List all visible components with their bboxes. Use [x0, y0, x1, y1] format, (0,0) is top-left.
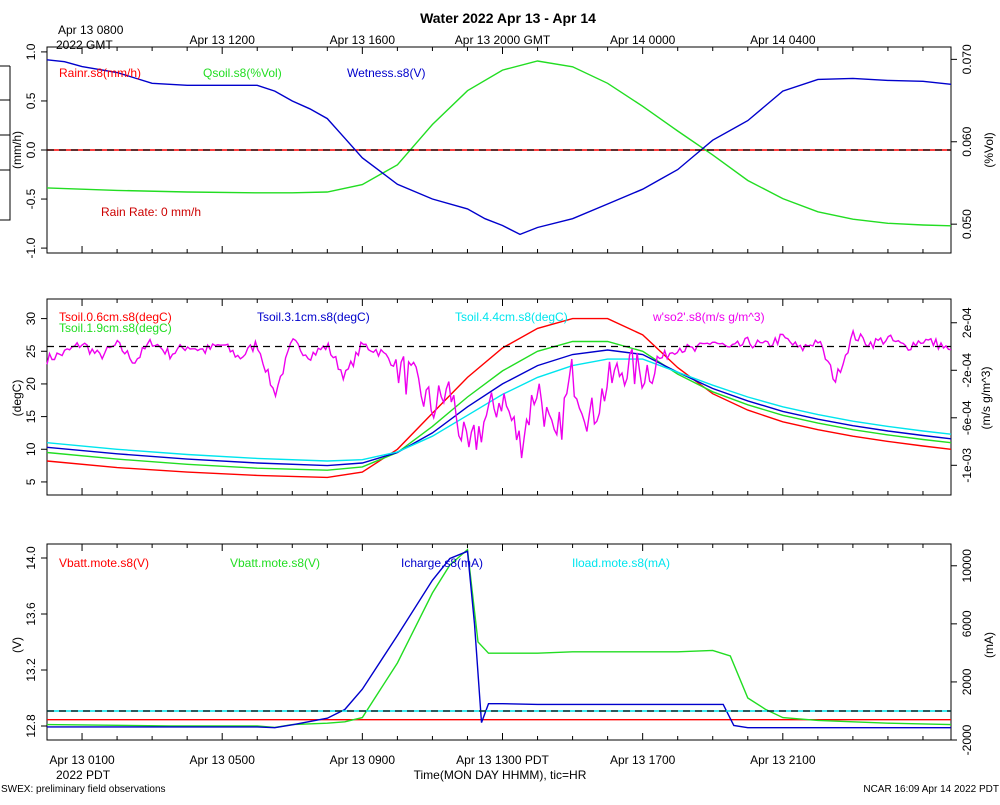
top-axis-tick-label: Apr 14 0400: [750, 33, 816, 47]
y-left-tick-label: -0.5: [24, 188, 38, 209]
bottom-axis-tick-label: Apr 13 0900: [330, 753, 396, 767]
legend-rainr: Rainr.s8(mm/h): [59, 66, 141, 80]
legend-tsoil-4-4: Tsoil.4.4cm.s8(degC): [455, 310, 568, 324]
top-axis-start-line2: 2022 GMT: [56, 38, 113, 52]
y-left-tick-label: -1.0: [24, 237, 38, 258]
panel-soil-temp-ylabel-right: (m/s g/m^3): [979, 367, 993, 430]
y-left-tick-label: 15: [24, 410, 38, 424]
y-right-tick-label: 2e-04: [960, 307, 974, 338]
panel-battery-ticks: 12.8 13.2 13.6 14.0 -2000 2000 6000 10000: [24, 544, 974, 755]
top-axis-tick-label: Apr 13 2000 GMT: [455, 33, 551, 47]
panel-battery-ylabel-right: (mA): [982, 632, 996, 658]
chart-title: Water 2022 Apr 13 - Apr 14: [420, 10, 596, 26]
y-left-tick-label: 1.0: [24, 43, 38, 60]
bottom-axis-tick-label: Apr 13 0500: [189, 753, 255, 767]
panel-battery-series: [46, 548, 952, 729]
bottom-axis-ticks: Apr 13 0100 Apr 13 0500 Apr 13 0900 Apr 13 …: [49, 753, 815, 767]
legend-wetness: Wetness.s8(V): [347, 66, 425, 80]
panel-soil-temp-frame: [46, 298, 952, 496]
legend-qsoil: Qsoil.s8(%Vol): [203, 66, 282, 80]
series-line: [46, 60, 952, 227]
legend-wso2: w'so2'.s8(m/s g/m^3): [652, 310, 765, 324]
series-line: [46, 340, 952, 471]
y-right-tick-label: 10000: [960, 549, 974, 583]
top-axis-tick-label: Apr 13 1600: [330, 33, 396, 47]
panel-water-ylabel-left: (mm/h): [10, 131, 24, 169]
top-axis-tick-label: Apr 14 0000: [610, 33, 676, 47]
panel-water-ticks: -1.0 -0.5 0.0 0.5 1.0 0.050 0.060 0.070: [24, 43, 974, 258]
y-left-tick-label: 13.2: [24, 658, 38, 682]
y-right-tick-label: -2000: [960, 724, 974, 755]
y-right-tick-label: 2000: [960, 668, 974, 695]
series-line: [47, 550, 951, 729]
panel-water-ylabel-right: (%Vol): [982, 132, 996, 167]
y-left-tick-label: 25: [24, 344, 38, 358]
series-line: [46, 317, 952, 479]
footer-left: SWEX: preliminary field observations: [1, 784, 166, 795]
legend-vbatt-red: Vbatt.mote.s8(V): [59, 556, 149, 570]
top-axis-start-line1: Apr 13 0800: [58, 23, 124, 37]
top-axis-ticks: Apr 13 1200 Apr 13 1600 Apr 13 2000 GMT Apr…: [189, 33, 815, 47]
y-right-tick-label: 0.060: [960, 126, 974, 156]
legend-tsoil-0-6: Tsoil.0.6cm.s8(degC): [59, 310, 172, 324]
top-axis-tick-label: Apr 13 1200: [189, 33, 255, 47]
rain-rate-annotation: Rain Rate: 0 mm/h: [101, 205, 201, 219]
y-right-tick-label: 0.050: [960, 209, 974, 239]
y-left-tick-label: 5: [24, 478, 38, 485]
y-right-tick-label: 0.070: [960, 44, 974, 74]
panel-battery-frame: [46, 543, 952, 741]
series-line: [46, 548, 952, 729]
y-left-tick-label: 10: [24, 442, 38, 456]
series-line: [46, 59, 952, 236]
legend-iload: Iload.mote.s8(mA): [572, 556, 670, 570]
y-right-tick-label: -1e-03: [960, 448, 974, 483]
legend-tsoil-3-1: Tsoil.3.1cm.s8(degC): [257, 310, 370, 324]
bottom-axis-label: Time(MON DAY HHMM), tic=HR: [414, 768, 587, 782]
y-left-tick-label: 0.5: [24, 92, 38, 109]
y-left-tick-label: 14.0: [24, 546, 38, 570]
panel-soil-temp-series: [46, 317, 952, 479]
y-left-tick-label: 30: [24, 312, 38, 326]
bottom-axis-tick-label: Apr 13 2100: [750, 753, 816, 767]
panel-soil-temp-ticks: 5 10 15 20 25 30 -1e-03 -6e-04 -2e-04 2e-04: [24, 299, 974, 495]
bottom-axis-start-line2: 2022 PDT: [56, 768, 111, 782]
legend-vbatt-green: Vbatt.mote.s8(V): [230, 556, 320, 570]
panel-battery-ylabel-left: (V): [10, 637, 24, 653]
footer-right: NCAR 16:09 Apr 14 2022 PDT: [863, 784, 999, 795]
y-left-tick-label: 20: [24, 377, 38, 391]
series-line: [46, 328, 952, 459]
panel-soil-temp-ylabel-left: (degC): [10, 380, 24, 417]
y-left-tick-label: 12.8: [24, 714, 38, 738]
left-bracket-decoration: [0, 65, 11, 221]
series-line: [46, 349, 952, 467]
y-right-tick-label: -2e-04: [960, 353, 974, 388]
bottom-axis-tick-label: Apr 13 1300 PDT: [456, 753, 549, 767]
legend-icharge: Icharge.s8(mA): [401, 556, 483, 570]
series-line: [46, 358, 952, 462]
panel-water-series: [46, 59, 952, 236]
bottom-axis-tick-label: Apr 13 0100: [49, 753, 115, 767]
y-right-tick-label: 6000: [960, 610, 974, 637]
legend-tsoil-1-9: Tsoil.1.9cm.s8(degC): [59, 321, 172, 335]
bottom-axis-tick-label: Apr 13 1700: [610, 753, 676, 767]
y-right-tick-label: -6e-04: [960, 400, 974, 435]
y-left-tick-label: 0.0: [24, 141, 38, 158]
y-left-tick-label: 13.6: [24, 602, 38, 626]
